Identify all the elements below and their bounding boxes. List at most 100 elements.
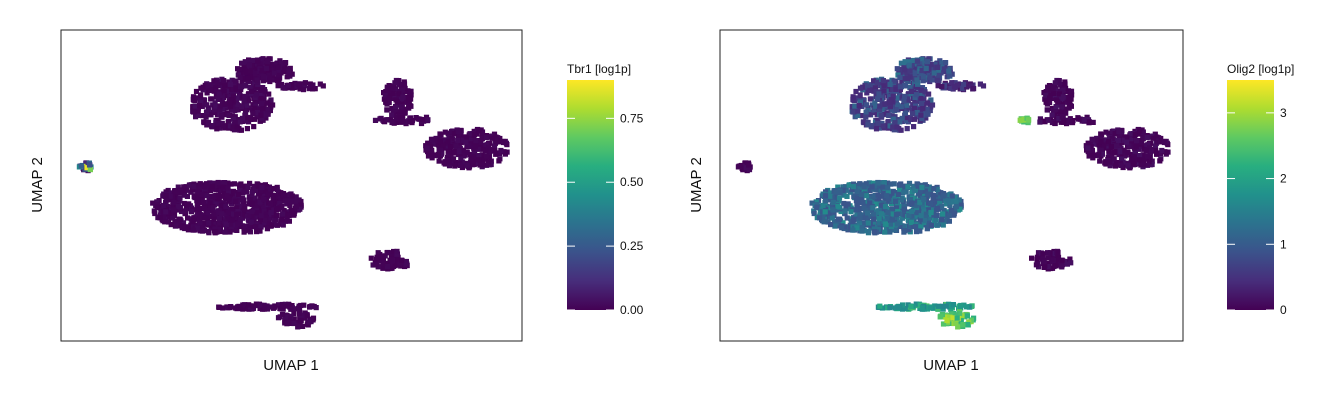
data-point (179, 225, 185, 231)
data-point (746, 162, 752, 168)
data-point (190, 94, 197, 100)
data-point (150, 200, 156, 206)
data-point (391, 248, 397, 255)
data-point (1144, 153, 1150, 159)
data-point (876, 216, 882, 222)
data-point (253, 92, 259, 98)
data-point (219, 92, 225, 98)
data-point (879, 92, 885, 98)
data-point (161, 202, 167, 209)
data-point (817, 215, 823, 221)
data-point (857, 212, 863, 218)
data-point (192, 103, 198, 109)
data-point (483, 162, 490, 168)
data-point (859, 224, 865, 231)
data-point (1128, 139, 1134, 145)
data-point (899, 215, 905, 221)
data-point (264, 63, 270, 69)
data-point (216, 216, 223, 222)
data-point (227, 86, 233, 92)
data-point (231, 127, 238, 133)
data-point (904, 102, 910, 108)
data-point (204, 102, 210, 108)
data-point (939, 303, 945, 309)
data-point (275, 197, 281, 203)
colorbar-tick-label: 1 (1280, 237, 1287, 251)
data-point (393, 103, 399, 110)
data-point (395, 257, 401, 263)
data-point (1056, 115, 1062, 122)
data-point (217, 107, 223, 113)
data-point (301, 302, 307, 308)
data-point (875, 117, 881, 124)
data-point (78, 163, 84, 169)
data-point (1049, 119, 1055, 126)
data-point (902, 110, 908, 116)
data-point (197, 218, 203, 224)
data-point (935, 83, 941, 89)
data-point (890, 124, 896, 130)
data-point (922, 182, 928, 188)
data-point (903, 115, 909, 121)
data-point (384, 84, 390, 90)
data-point (928, 190, 934, 196)
data-point (266, 71, 272, 77)
data-point (977, 81, 983, 87)
data-point (278, 70, 284, 76)
data-point (384, 117, 390, 123)
data-point (217, 103, 223, 109)
data-point (892, 120, 898, 126)
data-point (197, 103, 203, 109)
data-point (313, 305, 319, 311)
data-point (888, 97, 894, 103)
data-point (260, 78, 266, 84)
data-point (215, 117, 221, 124)
data-point (281, 207, 287, 214)
data-point (268, 209, 274, 216)
data-point (921, 196, 927, 203)
data-point (1132, 149, 1138, 155)
data-point (304, 313, 310, 319)
data-point (884, 104, 890, 110)
data-point (1140, 136, 1146, 142)
data-point (932, 61, 938, 67)
data-point (918, 188, 924, 194)
data-point (980, 83, 987, 89)
data-point (1137, 153, 1143, 159)
data-point (854, 189, 860, 195)
data-point (895, 191, 901, 197)
data-point (849, 186, 855, 192)
data-point (829, 214, 835, 220)
data-point (884, 82, 890, 88)
data-point (220, 184, 226, 190)
data-point (221, 218, 227, 224)
data-point (907, 68, 913, 74)
data-point (452, 143, 458, 149)
data-point (927, 305, 933, 311)
data-point (957, 206, 963, 212)
data-point (871, 107, 877, 113)
data-point (865, 122, 871, 128)
data-point (258, 100, 265, 106)
data-point (888, 181, 894, 187)
data-point (450, 156, 457, 162)
data-point (204, 90, 210, 96)
data-point (254, 229, 260, 235)
data-point (227, 100, 233, 106)
data-point (467, 136, 473, 142)
data-point (246, 201, 252, 207)
data-point (465, 143, 471, 149)
data-point (1088, 144, 1094, 150)
data-point (392, 263, 398, 269)
data-point (850, 97, 856, 103)
data-point (171, 199, 177, 205)
data-point (1119, 127, 1125, 133)
data-point (268, 61, 274, 68)
data-point (742, 160, 748, 166)
data-point (254, 206, 260, 212)
data-point (243, 107, 250, 113)
data-point (415, 116, 421, 122)
data-point (859, 191, 865, 198)
data-point (441, 160, 447, 166)
data-point (909, 208, 915, 214)
